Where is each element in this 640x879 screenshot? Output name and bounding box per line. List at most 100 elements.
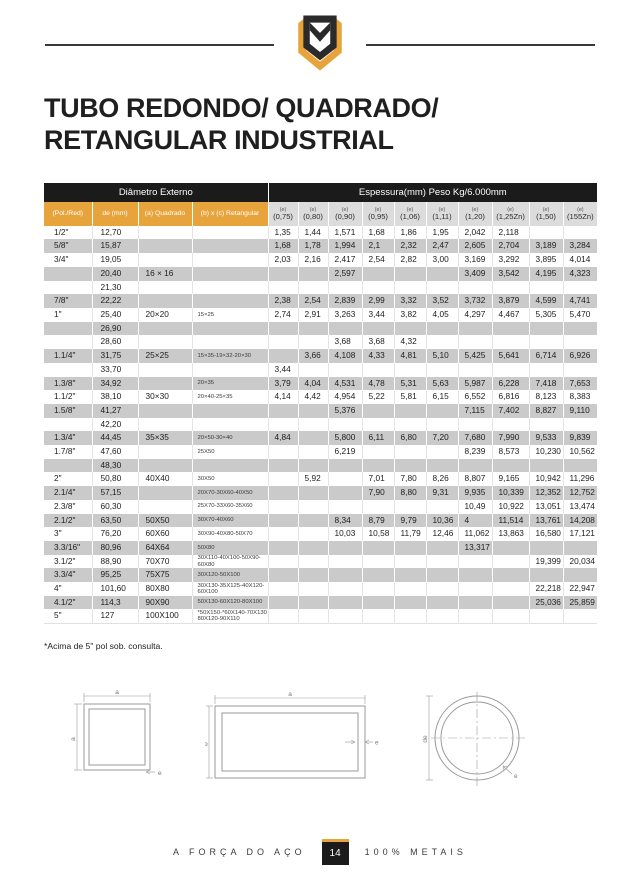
- table-row: 4" 101,60 80X80 30X130-35X125-40X120-60X100…: [44, 582, 597, 596]
- rect-tube-diagram: a b e: [205, 691, 379, 779]
- weight-cell: [492, 335, 530, 350]
- weight-cell: 3,732: [458, 294, 493, 308]
- rect-dim-top-label: a: [288, 691, 292, 698]
- weight-cell: [394, 362, 427, 377]
- weight-cell: 10,339: [492, 486, 530, 500]
- weight-cell: 11,514: [492, 513, 530, 528]
- weight-cell: [563, 226, 597, 240]
- weight-cell: 13,761: [529, 513, 564, 528]
- quadrado-cell: 16 × 16: [138, 266, 193, 281]
- weight-cell: 5,470: [569, 309, 591, 319]
- retangular-cell: 30X110-40X100-50X90-60X80: [192, 554, 269, 569]
- retangular-cell: 15×25: [192, 308, 269, 322]
- retangular-cell: 25X50: [192, 445, 269, 459]
- weight-cell: 5,425: [458, 349, 493, 363]
- retangular-cell: [192, 362, 269, 377]
- weight-cell: [328, 280, 363, 295]
- retangular-cell: 30X130-35X125-40X120-60X100: [192, 582, 269, 596]
- page-title-line1: TUBO REDONDO/ QUADRADO/: [44, 93, 439, 123]
- weight-cell: 6,552: [458, 390, 493, 404]
- quadrado-cell: 35×35: [138, 431, 193, 446]
- thickness-value: (1,11): [432, 212, 452, 222]
- retangular-cell: 20×50-30×40: [192, 431, 269, 446]
- weight-cell: 9,935: [458, 486, 493, 500]
- weight-cell: [268, 554, 299, 569]
- pol-cell: 2.3/8": [44, 499, 93, 514]
- weight-cell: 12,352: [529, 486, 564, 500]
- weight-cell: 5,92: [298, 472, 329, 487]
- weight-cell: [426, 335, 459, 350]
- weight-cell: [328, 554, 363, 569]
- pol-cell: 1": [44, 308, 93, 322]
- weight-cell: 22,947: [569, 583, 595, 594]
- weight-cell: [362, 403, 395, 418]
- weight-cell: 14,208: [563, 513, 598, 528]
- weight-cell: [458, 362, 493, 377]
- de-mm-cell: 25,40: [92, 308, 139, 322]
- weight-cell: 3,169: [458, 253, 493, 267]
- weight-cell: 7,990: [492, 431, 530, 446]
- weight-cell: [394, 609, 427, 624]
- thickness-value: (0,75): [273, 212, 293, 222]
- weight-cell: [362, 499, 395, 514]
- weight-cell: [362, 266, 395, 281]
- weight-cell: 4,32: [394, 335, 427, 350]
- weight-cell: [492, 280, 530, 295]
- thickness-value: (155Zn): [567, 212, 594, 222]
- weight-cell: 8,573: [492, 445, 530, 459]
- weight-cell: 3,68: [362, 335, 395, 350]
- weight-cell: 5,987: [458, 376, 493, 391]
- quadrado-cell: [138, 362, 193, 377]
- weight-cell: [268, 417, 299, 432]
- weight-cell: 10,03: [328, 527, 363, 541]
- weight-cell: 7,20: [426, 431, 459, 446]
- quadrado-cell: [138, 253, 193, 267]
- weight-cell: 2,38: [268, 294, 299, 308]
- weight-cell: 10,230: [529, 445, 564, 459]
- col-header-thickness-2: (e) (0,90): [328, 201, 363, 226]
- table-row: 1.7/8" 47,60 25X50 6,219 8,239 8,573 10,230 10,…: [44, 445, 597, 459]
- weight-cell: [529, 609, 564, 624]
- weight-cell: 1,571: [328, 225, 363, 240]
- de-mm-cell: 44,45: [92, 431, 139, 446]
- weight-cell: [426, 445, 459, 459]
- weight-cell: [394, 499, 427, 514]
- quadrado-cell: 70X70: [138, 554, 193, 569]
- table-row: 26,90: [44, 321, 598, 336]
- e-label: (e): [438, 207, 446, 214]
- weight-cell: [298, 486, 329, 500]
- weight-cell: 10,58: [362, 527, 395, 541]
- weight-cell: [563, 418, 597, 432]
- weight-cell: 4,42: [298, 390, 329, 404]
- pol-cell: 3.1/2": [44, 554, 93, 569]
- col-header-thickness-9: (e) (155Zn): [563, 201, 598, 226]
- col-header-thickness-3: (e) (0,95): [362, 201, 395, 226]
- weight-cell: [492, 540, 530, 555]
- de-mm-cell: 33,70: [92, 362, 139, 377]
- thickness-value: (1,25Zn): [496, 212, 525, 222]
- weight-cell: [328, 595, 363, 610]
- table-row: 1.5/8" 41,27 5,376 7,115 7,402 8,827 9,110: [44, 403, 598, 418]
- retangular-cell: 50X130-60X120-80X100: [192, 595, 269, 610]
- pol-cell: [44, 362, 93, 377]
- table-row: 5" 127 100X100 *50X150-*60X140-70X130 80X12…: [44, 609, 597, 624]
- weight-cell: [458, 568, 493, 583]
- weight-cell: [529, 568, 564, 583]
- de-mm-cell: 31,75: [92, 349, 139, 363]
- de-mm-cell: 19,05: [92, 253, 139, 267]
- weight-cell: 7,402: [492, 403, 530, 418]
- retangular-cell: [192, 294, 269, 308]
- weight-cell: 2,605: [458, 239, 493, 254]
- quadrado-cell: [138, 321, 193, 336]
- weight-cell: 3,68: [328, 335, 363, 350]
- weight-cell: 3,44: [362, 308, 395, 322]
- weight-cell: [362, 554, 395, 569]
- weight-cell: [268, 472, 299, 487]
- weight-cell: [426, 321, 459, 336]
- weight-cell: 2,99: [362, 294, 395, 308]
- square-dim-side-label: a: [70, 737, 77, 741]
- retangular-cell: 20X70-30X60-40X50: [192, 486, 269, 500]
- de-mm-cell: 50,80: [92, 472, 139, 487]
- weight-cell: [362, 362, 395, 377]
